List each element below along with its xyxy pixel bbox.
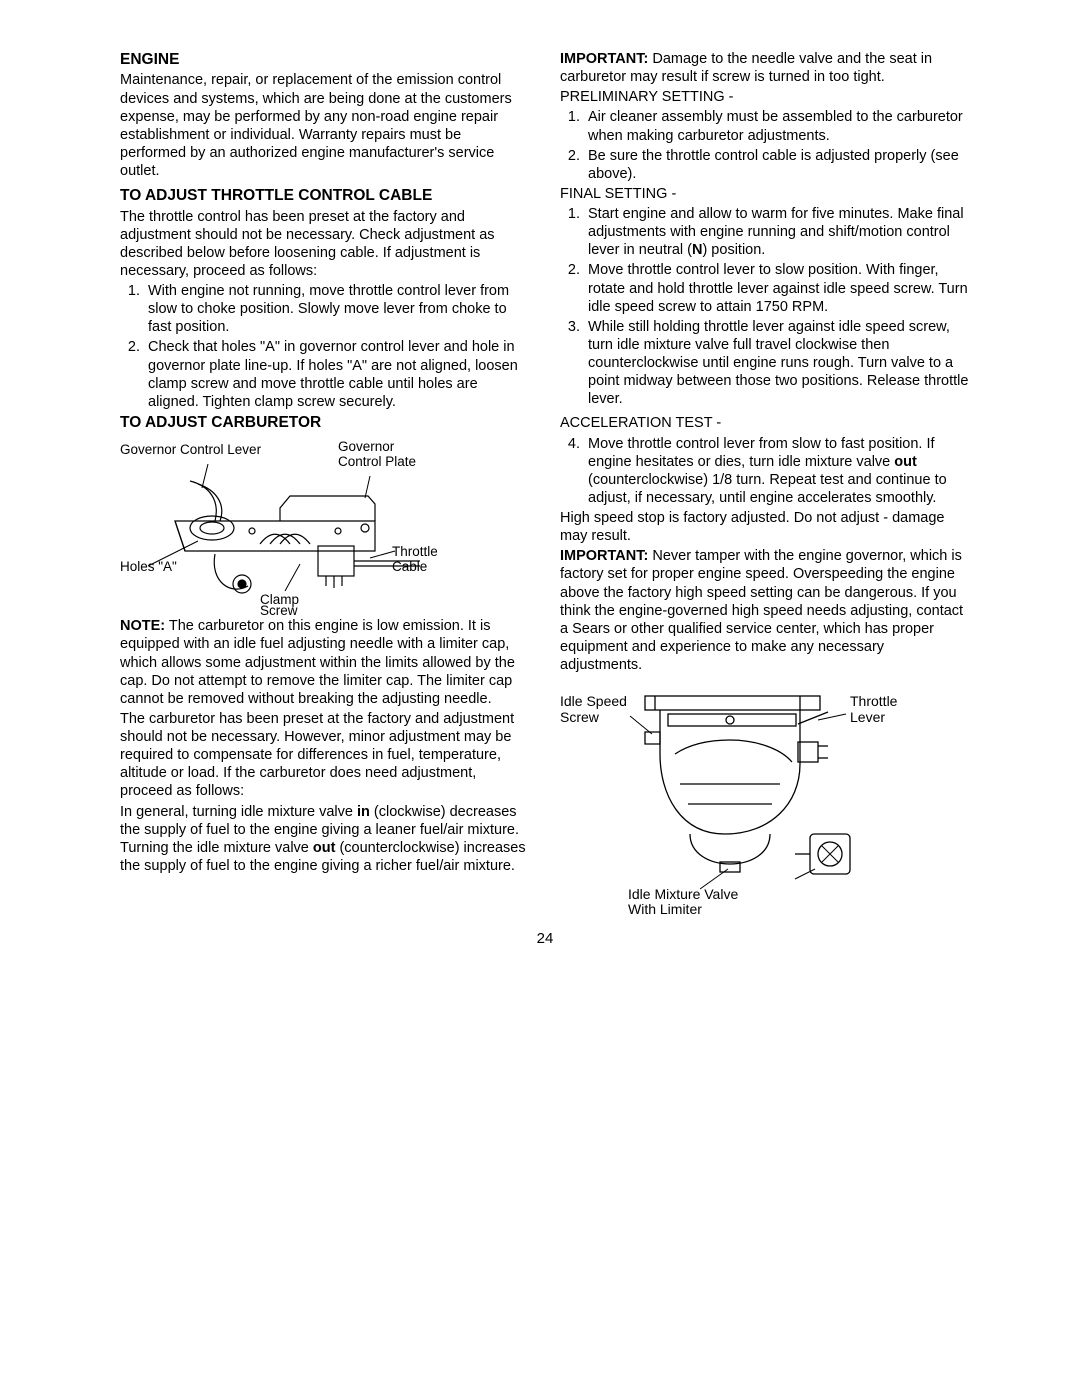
- label-gov-lever: Governor Control Lever: [120, 442, 262, 457]
- engine-heading: ENGINE: [120, 50, 530, 69]
- prelim-heading: PRELIMINARY SETTING -: [560, 88, 970, 106]
- prelim-steps: Air cleaner assembly must be assembled t…: [560, 108, 970, 183]
- label-throttle-2: Cable: [392, 559, 427, 574]
- throttle-heading: TO ADJUST THROTTLE CONTROL CABLE: [120, 186, 530, 205]
- list-item: Move throttle control lever to slow posi…: [584, 261, 970, 315]
- page-number: 24: [120, 930, 970, 949]
- final-heading: FINAL SETTING -: [560, 185, 970, 203]
- accel-heading: ACCELERATION TEST -: [560, 414, 970, 432]
- label-throttle-lever-2: Lever: [850, 709, 885, 725]
- carb-preset-para: The carburetor has been preset at the fa…: [120, 710, 530, 801]
- list-item: Check that holes "A" in governor control…: [144, 338, 530, 411]
- governor-diagram: Governor Control Lever Governor Control …: [120, 436, 530, 611]
- label-throttle-1: Throttle: [392, 544, 438, 559]
- label-gov-plate-1: Governor: [338, 439, 395, 454]
- accel-steps: Move throttle control lever from slow to…: [560, 435, 970, 508]
- label-idle-speed-2: Screw: [560, 709, 600, 725]
- engine-para: Maintenance, repair, or replacement of t…: [120, 71, 530, 180]
- label-idle-mixture-1: Idle Mixture Valve: [628, 886, 738, 902]
- throttle-intro: The throttle control has been preset at …: [120, 208, 530, 281]
- list-item: With engine not running, move throttle c…: [144, 282, 530, 336]
- final-steps: Start engine and allow to warm for five …: [560, 205, 970, 408]
- mixture-para: In general, turning idle mixture valve i…: [120, 803, 530, 876]
- list-item: Be sure the throttle control cable is ad…: [584, 147, 970, 183]
- important2-label: IMPORTANT:: [560, 548, 648, 564]
- label-idle-mixture-2: With Limiter: [628, 901, 702, 914]
- highspeed-para: High speed stop is factory adjusted. Do …: [560, 509, 970, 545]
- list-item: While still holding throttle lever again…: [584, 318, 970, 409]
- important1-para: IMPORTANT: Damage to the needle valve an…: [560, 50, 970, 86]
- carb-heading: TO ADJUST CARBURETOR: [120, 413, 530, 432]
- label-idle-speed-1: Idle Speed: [560, 693, 627, 709]
- important2-para: IMPORTANT: Never tamper with the engine …: [560, 547, 970, 674]
- note-label: NOTE:: [120, 618, 165, 634]
- label-gov-plate-2: Control Plate: [338, 454, 416, 469]
- label-throttle-lever-1: Throttle: [850, 693, 898, 709]
- list-item: Start engine and allow to warm for five …: [584, 205, 970, 259]
- note-para: NOTE: The carburetor on this engine is l…: [120, 617, 530, 708]
- list-item: Move throttle control lever from slow to…: [584, 435, 970, 508]
- label-clamp-screw-2: Screw: [260, 603, 298, 620]
- list-item: Air cleaner assembly must be assembled t…: [584, 108, 970, 144]
- important1-label: IMPORTANT:: [560, 51, 648, 67]
- throttle-steps: With engine not running, move throttle c…: [120, 282, 530, 411]
- carburetor-diagram: Idle Speed Screw Throttle Lever Idle Mix…: [560, 684, 970, 914]
- label-holes-a: Holes "A": [120, 559, 177, 574]
